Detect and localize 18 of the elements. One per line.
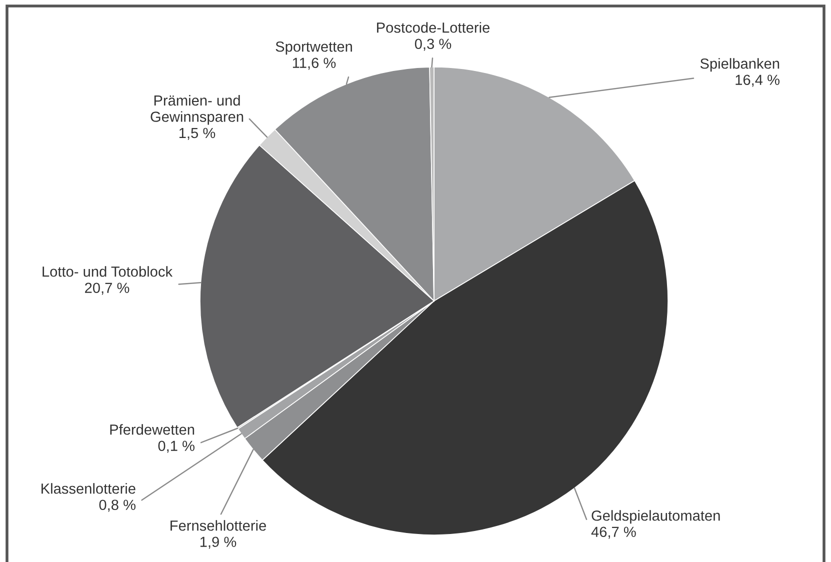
data-label: 0,8 % [99,500,136,512]
data-label: 16,4 % [736,74,780,87]
data-label: 0,1 % [158,440,194,453]
data-label: 1,5 % [179,128,216,140]
slice-label: Klassenlotterie [42,483,136,494]
slice-label: Prämien- und Gewinnsparen [150,94,244,125]
slice-label: Spielbanken [700,58,780,72]
slice-label: Lotto- und Totoblock [42,266,173,277]
slice-label: Fernsehlotterie [170,520,266,531]
data-label: 11,6 % [292,58,336,70]
slice-label: Sportwetten [276,41,352,55]
slice-label: Postcode-Lotterie [377,22,490,33]
data-label: 46,7 % [591,526,636,539]
slice-label: Geldspielautomaten [592,510,720,524]
slice-label: Pferdewetten [110,424,194,435]
data-label: 20,7 % [85,282,130,295]
data-label: 1,9 % [200,536,236,549]
data-label: 0,3 % [414,38,452,51]
